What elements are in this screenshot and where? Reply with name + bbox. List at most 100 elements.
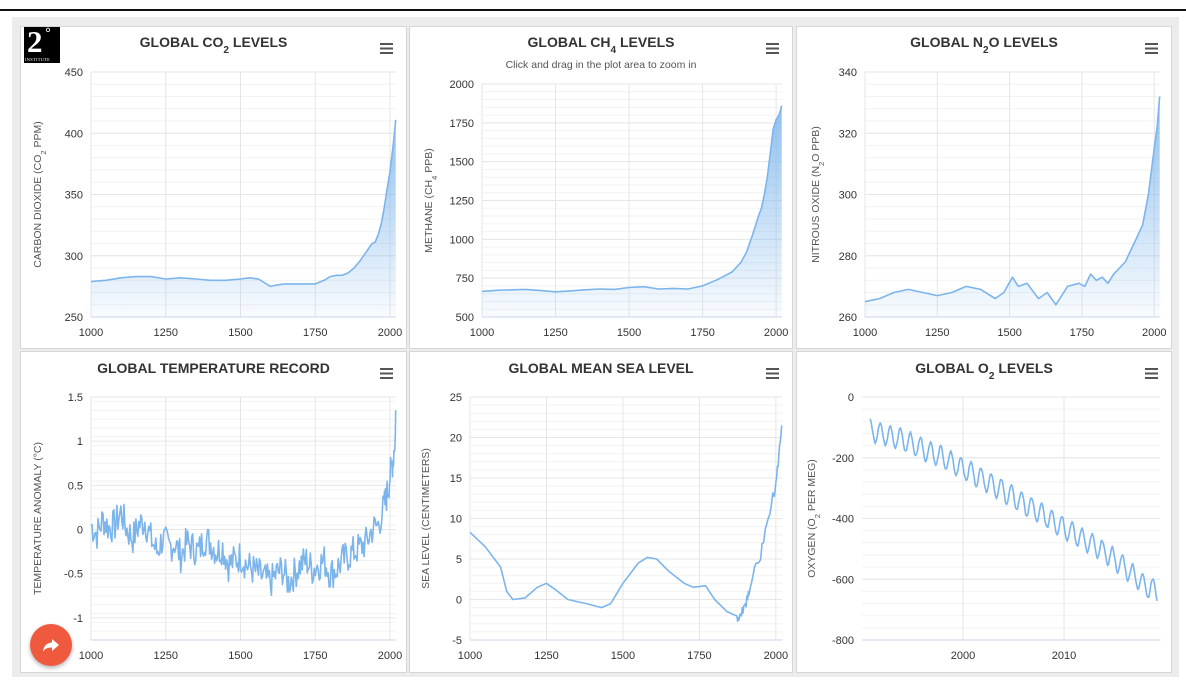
chart-subtitle: Click and drag in the plot area to zoom … (506, 59, 697, 71)
y-axis-label: METHANE (CH4 PPB) (423, 148, 439, 253)
x-tick-label: 1250 (543, 327, 567, 339)
hamburger-menu-icon[interactable] (380, 43, 393, 54)
chart-title: GLOBAL CO2 LEVELS (140, 34, 288, 56)
o2-chart[interactable]: -800 -600 -400 -200 0 2000 2010 GLOBAL O2 LEVEL… (797, 352, 1171, 672)
x-tick-label: 1250 (925, 327, 949, 339)
y-axis-label: CARBON DIOXIDE (CO2 PPM) (32, 121, 48, 268)
co2-chart[interactable]: 250 300 350 400 450 1000 1250 1500 1750 2000 GLOBA… (21, 27, 406, 348)
chart-title: GLOBAL MEAN SEA LEVEL (508, 360, 694, 376)
y-tick-label: -400 (832, 514, 854, 526)
y-tick-label: 250 (65, 312, 83, 324)
series-line (864, 96, 1161, 306)
x-tick-label: 1250 (154, 650, 178, 662)
y-tick-label: 5 (456, 554, 462, 566)
x-tick-label: 1250 (154, 327, 178, 339)
temperature-chart[interactable]: -1 -0.5 0 0.5 1 1.5 1000 1250 1500 1750 2000 GLOBAL… (21, 352, 406, 672)
chart-title: GLOBAL O2 LEVELS (915, 360, 1053, 382)
temperature-chart-panel: -1 -0.5 0 0.5 1 1.5 1000 1250 1500 1750 2000 GLOBAL… (20, 351, 407, 673)
y-tick-label: 340 (839, 67, 857, 79)
y-tick-label: 350 (65, 190, 83, 202)
n2o-chart[interactable]: 260 280 300 320 340 1000 1250 1500 1750 2000 GLOBA… (797, 27, 1171, 348)
x-tick-label: 1000 (470, 327, 494, 339)
y-tick-label: 750 (456, 273, 474, 285)
y-tick-label: 300 (839, 190, 857, 202)
x-tick-label: 1500 (228, 327, 252, 339)
x-tick-label: 1500 (228, 650, 252, 662)
y-tick-label: 280 (839, 251, 857, 263)
x-tick-label: 1250 (534, 650, 558, 662)
hamburger-menu-icon[interactable] (766, 43, 779, 54)
y-tick-label: 25 (450, 392, 462, 404)
y-axis-label: OXYGEN (O2 PER MEG) (806, 459, 822, 578)
y-tick-label: 0 (848, 392, 854, 404)
x-tick-label: 2000 (764, 327, 788, 339)
y-tick-label: 450 (65, 67, 83, 79)
y-tick-label: 2000 (450, 79, 474, 91)
top-border (0, 9, 1186, 11)
n2o-chart-panel: 260 280 300 320 340 1000 1250 1500 1750 2000 GLOBA… (796, 26, 1172, 349)
series-area (91, 119, 396, 317)
x-tick-label: 1500 (997, 327, 1021, 339)
y-tick-label: 10 (450, 514, 462, 526)
y-axis-label: NITROUS OXIDE (N2O PPB) (810, 126, 826, 263)
y-tick-label: -800 (832, 635, 854, 647)
ch4-chart[interactable]: 500 750 1000 1250 1500 1750 2000 1000 1250 1500 17… (410, 27, 792, 348)
y-tick-label: 1500 (450, 157, 474, 169)
co2-chart-panel: 250 300 350 400 450 1000 1250 1500 1750 2000 GLOBA… (20, 26, 407, 349)
series-line (869, 418, 1158, 602)
y-tick-label: 1000 (450, 234, 474, 246)
y-tick-label: 300 (65, 251, 83, 263)
y-tick-label: 320 (839, 128, 857, 140)
chart-title: GLOBAL N2O LEVELS (910, 34, 1058, 56)
x-tick-label: 1750 (1070, 327, 1094, 339)
series-line (90, 410, 397, 597)
y-axis-label: SEA LEVEL (CENTIMETERS) (420, 448, 432, 589)
x-tick-label: 2000 (378, 327, 402, 339)
chart-title: GLOBAL CH4 LEVELS (528, 34, 675, 56)
y-tick-label: 1.5 (68, 392, 83, 404)
x-tick-label: 2000 (764, 650, 788, 662)
series-line (469, 425, 783, 623)
logo-subtitle: INSTITUTE (25, 57, 51, 62)
y-tick-label: -200 (832, 453, 854, 465)
sea-level-chart[interactable]: -5 0 5 10 15 20 25 1000 1250 1500 1750 2000 GLOBAL M… (410, 352, 792, 672)
ch4-chart-panel: 500 750 1000 1250 1500 1750 2000 1000 1250 1500 17… (409, 26, 793, 349)
x-tick-label: 1750 (303, 650, 327, 662)
y-tick-label: 0 (456, 595, 462, 607)
share-arrow-icon (43, 639, 59, 652)
x-tick-label: 2000 (1142, 327, 1166, 339)
y-tick-label: 0.5 (68, 480, 83, 492)
series-line (481, 105, 783, 293)
y-tick-label: 500 (456, 312, 474, 324)
y-tick-label: 1750 (450, 118, 474, 130)
x-tick-label: 1000 (79, 327, 103, 339)
x-tick-label: 1000 (853, 327, 877, 339)
y-tick-label: -0.5 (64, 569, 83, 581)
y-tick-label: 20 (450, 433, 462, 445)
hamburger-menu-icon[interactable] (380, 368, 393, 379)
hamburger-menu-icon[interactable] (766, 368, 779, 379)
x-tick-label: 2010 (1052, 650, 1076, 662)
x-tick-label: 1000 (458, 650, 482, 662)
y-tick-label: 260 (839, 312, 857, 324)
x-tick-label: 1000 (79, 650, 103, 662)
chart-title: GLOBAL TEMPERATURE RECORD (97, 360, 330, 376)
x-tick-label: 1750 (690, 327, 714, 339)
logo-degree: ° (45, 25, 51, 42)
hamburger-menu-icon[interactable] (1145, 43, 1158, 54)
y-tick-label: 15 (450, 473, 462, 485)
y-tick-label: 1 (77, 436, 83, 448)
o2-chart-panel: -800 -600 -400 -200 0 2000 2010 GLOBAL O2 LEVEL… (796, 351, 1172, 673)
series-line (90, 119, 397, 288)
y-tick-label: -5 (452, 635, 462, 647)
series-area (482, 105, 782, 317)
x-tick-label: 2000 (378, 650, 402, 662)
x-tick-label: 1500 (617, 327, 641, 339)
share-button[interactable] (30, 624, 72, 666)
hamburger-menu-icon[interactable] (1145, 368, 1158, 379)
logo-number: 2 (27, 24, 43, 59)
sea-level-chart-panel: -5 0 5 10 15 20 25 1000 1250 1500 1750 2000 GLOBAL M… (409, 351, 793, 673)
y-tick-label: 0 (77, 525, 83, 537)
y-tick-label: -1 (73, 613, 83, 625)
y-tick-label: 1250 (450, 196, 474, 208)
